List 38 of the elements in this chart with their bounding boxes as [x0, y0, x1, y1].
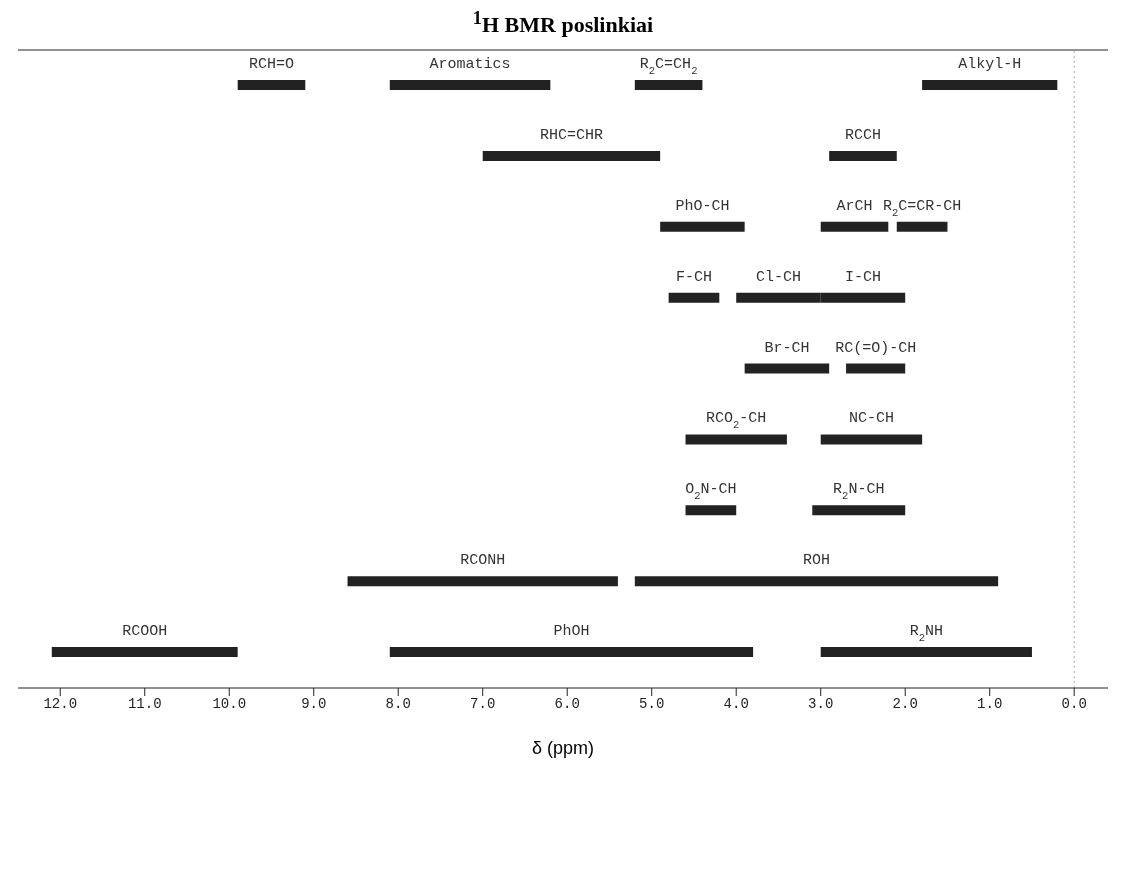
x-tick-label: 9.0 — [301, 696, 327, 713]
series-label: R$_{2}$C=CR-CH — [882, 198, 962, 220]
x-tick-label: 12.0 — [43, 696, 78, 713]
series-label: Alkyl-H — [958, 56, 1022, 74]
series-label: RCO$_{2}$-CH — [706, 410, 767, 432]
x-axis-title: δ (ppm) — [531, 738, 595, 760]
series-label: RC(=O)-CH — [835, 339, 917, 357]
series-label: Br-CH — [764, 339, 810, 357]
series-label: NC-CH — [848, 410, 894, 428]
series-label: PhO-CH — [675, 198, 730, 216]
x-tick-label: 0.0 — [1061, 696, 1087, 713]
x-tick-label: 11.0 — [127, 696, 162, 713]
series-label: I-CH — [844, 268, 881, 286]
series-label: R$_{2}$C=CH$_{2}$ — [639, 56, 698, 78]
series-label: Aromatics — [429, 56, 511, 74]
series-label: RCOOH — [122, 623, 168, 641]
series-label: RCH=O — [248, 56, 294, 74]
x-tick-label: 10.0 — [212, 696, 247, 713]
x-tick-label: 2.0 — [892, 696, 918, 713]
series-label: R$_{2}$NH — [909, 623, 944, 645]
x-tick-label: 4.0 — [723, 696, 749, 713]
series-label: O$_{2}$N-CH — [685, 481, 737, 503]
series-label: F-CH — [675, 268, 712, 286]
x-tick-label: 3.0 — [808, 696, 834, 713]
series-label: ROH — [802, 552, 830, 570]
x-tick-label: 7.0 — [470, 696, 496, 713]
series-label: RHC=CHR — [539, 127, 603, 145]
series-label: ArCH — [836, 198, 873, 216]
series-label: Cl-CH — [755, 268, 801, 286]
series-label: R$_{2}$N-CH — [833, 481, 885, 503]
chart-title: $^{1}$H BMR poslinkiai — [471, 8, 655, 39]
series-label: RCONH — [460, 552, 506, 570]
x-tick-label: 1.0 — [977, 696, 1003, 713]
x-tick-label: 8.0 — [385, 696, 411, 713]
x-tick-label: 5.0 — [639, 696, 665, 713]
series-label: PhOH — [553, 623, 590, 641]
series-label: RCCH — [844, 127, 881, 145]
x-tick-label: 6.0 — [554, 696, 580, 713]
